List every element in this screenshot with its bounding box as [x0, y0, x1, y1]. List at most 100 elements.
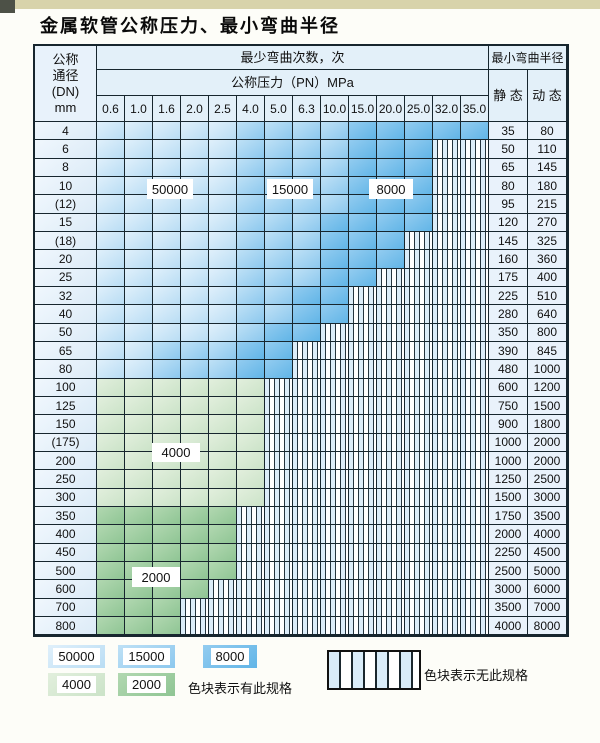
spec-cell-none — [405, 341, 433, 361]
spec-cell-none — [265, 451, 293, 471]
legend-swatch-2000: 2000 — [118, 673, 175, 696]
spec-cell-none — [265, 525, 293, 544]
spec-cell-8000 — [377, 213, 405, 232]
dn-cell: 20 — [35, 250, 97, 269]
static-value: 390 — [489, 341, 528, 361]
dn-cell: 500 — [35, 561, 97, 581]
spec-cell-50000 — [209, 158, 237, 177]
spec-cell-4000 — [237, 396, 265, 416]
spec-cell-2000 — [125, 525, 153, 544]
spec-cell-15000 — [265, 158, 293, 177]
spec-cell-none — [405, 268, 433, 287]
spec-cell-15000 — [153, 360, 181, 379]
spec-cell-8000 — [265, 360, 293, 379]
spec-cell-8000 — [377, 195, 405, 214]
spec-cell-none — [461, 195, 489, 214]
spec-cell-none — [405, 506, 433, 526]
spec-cell-15000 — [293, 231, 321, 251]
spec-cell-none — [405, 451, 433, 471]
spec-cell-none — [405, 543, 433, 562]
spec-cell-50000 — [153, 213, 181, 232]
pressure-tick-2.0: 2.0 — [181, 96, 209, 122]
spec-cell-none — [349, 396, 377, 416]
spec-cell-15000 — [321, 176, 349, 196]
spec-cell-2000 — [181, 525, 209, 544]
spec-cell-none — [461, 433, 489, 452]
spec-cell-2000 — [153, 598, 181, 617]
spec-cell-4000 — [125, 433, 153, 452]
spec-cell-50000 — [181, 305, 209, 324]
spec-cell-4000 — [237, 433, 265, 452]
dynamic-value: 6000 — [528, 580, 567, 599]
spec-cell-none — [293, 341, 321, 361]
header-bend-times: 最少弯曲次数，次 — [97, 46, 489, 70]
spec-cell-none — [433, 433, 461, 452]
static-value: 2250 — [489, 543, 528, 562]
dn-cell: 600 — [35, 580, 97, 599]
spec-cell-none — [349, 341, 377, 361]
spec-cell-none — [293, 396, 321, 416]
spec-cell-none — [181, 598, 209, 617]
spec-cell-4000 — [181, 378, 209, 397]
spec-cell-4000 — [237, 451, 265, 471]
spec-cell-50000 — [209, 176, 237, 196]
dn-cell: 80 — [35, 360, 97, 379]
spec-cell-none — [321, 525, 349, 544]
spec-cell-none — [321, 543, 349, 562]
spec-cell-none — [461, 158, 489, 177]
spec-cell-none — [349, 360, 377, 379]
spec-cell-50000 — [97, 231, 125, 251]
spec-cell-none — [461, 176, 489, 196]
spec-cell-50000 — [153, 323, 181, 342]
spec-cell-4000 — [237, 415, 265, 434]
dn-cell: 4 — [35, 122, 97, 141]
spec-cell-none — [433, 268, 461, 287]
spec-cell-8000 — [237, 360, 265, 379]
dynamic-value: 215 — [528, 195, 567, 214]
pressure-tick-2.5: 2.5 — [209, 96, 237, 122]
spec-cell-none — [349, 506, 377, 526]
spec-cell-none — [265, 488, 293, 507]
spec-cell-none — [293, 378, 321, 397]
spec-cell-50000 — [209, 323, 237, 342]
spec-cell-15000 — [265, 286, 293, 306]
static-value: 1000 — [489, 451, 528, 471]
spec-cell-50000 — [181, 231, 209, 251]
spec-cell-none — [237, 525, 265, 544]
spec-cell-none — [293, 451, 321, 471]
spec-cell-4000 — [97, 415, 125, 434]
dn-cell: 300 — [35, 488, 97, 507]
spec-cell-none — [293, 488, 321, 507]
spec-cell-4000 — [97, 488, 125, 507]
spec-cell-none — [293, 561, 321, 581]
spec-cell-none — [181, 616, 209, 636]
spec-cell-8000 — [405, 213, 433, 232]
spec-cell-none — [433, 598, 461, 617]
spec-cell-50000 — [209, 231, 237, 251]
spec-cell-none — [321, 341, 349, 361]
spec-cell-none — [433, 286, 461, 306]
spec-cell-none — [461, 140, 489, 159]
spec-cell-4000 — [153, 488, 181, 507]
spec-cell-none — [405, 470, 433, 489]
spec-cell-none — [377, 323, 405, 342]
spec-cell-2000 — [97, 580, 125, 599]
static-value: 80 — [489, 176, 528, 196]
spec-cell-2000 — [97, 506, 125, 526]
spec-cell-none — [293, 433, 321, 452]
spec-cell-none — [405, 598, 433, 617]
spec-cell-none — [405, 305, 433, 324]
spec-cell-2000 — [97, 598, 125, 617]
spec-cell-2000 — [209, 561, 237, 581]
static-value: 350 — [489, 323, 528, 342]
spec-cell-50000 — [125, 122, 153, 141]
spec-cell-none — [321, 470, 349, 489]
pressure-tick-0.6: 0.6 — [97, 96, 125, 122]
pressure-tick-25.0: 25.0 — [405, 96, 433, 122]
spec-cell-15000 — [237, 231, 265, 251]
spec-cell-none — [349, 580, 377, 599]
dynamic-value: 325 — [528, 231, 567, 251]
static-value: 1500 — [489, 488, 528, 507]
spec-cell-none — [349, 286, 377, 306]
